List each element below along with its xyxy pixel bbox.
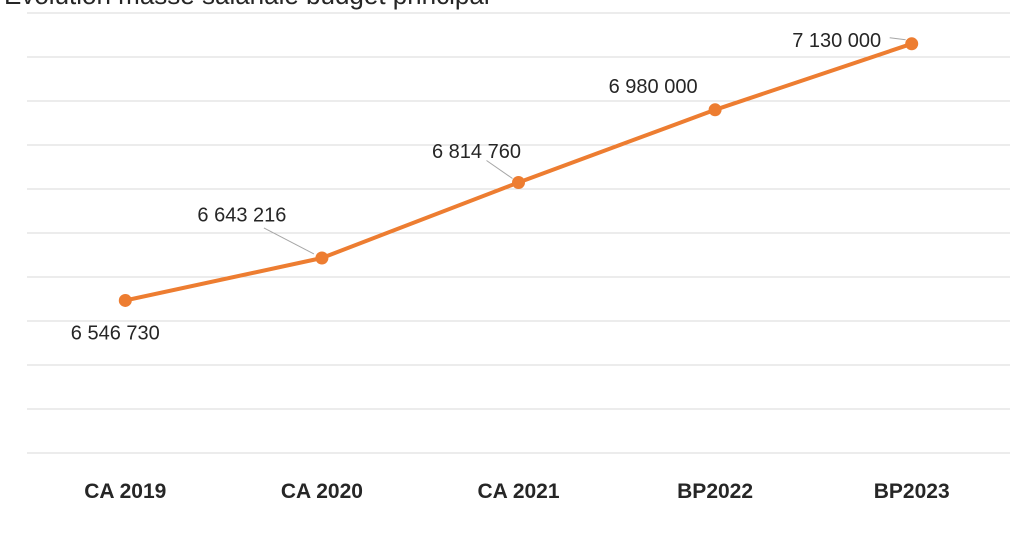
data-label: 6 814 760 (432, 141, 521, 163)
point (708, 103, 722, 117)
point (315, 251, 329, 265)
x-tick-label: BP2022 (677, 480, 753, 503)
point (905, 37, 919, 51)
x-tick-label: CA 2021 (477, 480, 559, 503)
x-tick-label: CA 2020 (281, 480, 363, 503)
x-tick-label: CA 2019 (84, 480, 166, 503)
data-label: 6 980 000 (609, 76, 698, 98)
chart-title: Evolution masse salariale budget princip… (4, 0, 490, 10)
point (512, 176, 525, 190)
leader-line (486, 160, 513, 179)
data-label: 6 546 730 (71, 323, 160, 345)
leader-line (889, 37, 906, 41)
data-label: 7 130 000 (792, 30, 881, 52)
x-tick-label: BP2023 (874, 480, 950, 503)
leader-line (263, 227, 315, 255)
data-label: 6 643 216 (197, 204, 286, 226)
point (118, 293, 132, 307)
